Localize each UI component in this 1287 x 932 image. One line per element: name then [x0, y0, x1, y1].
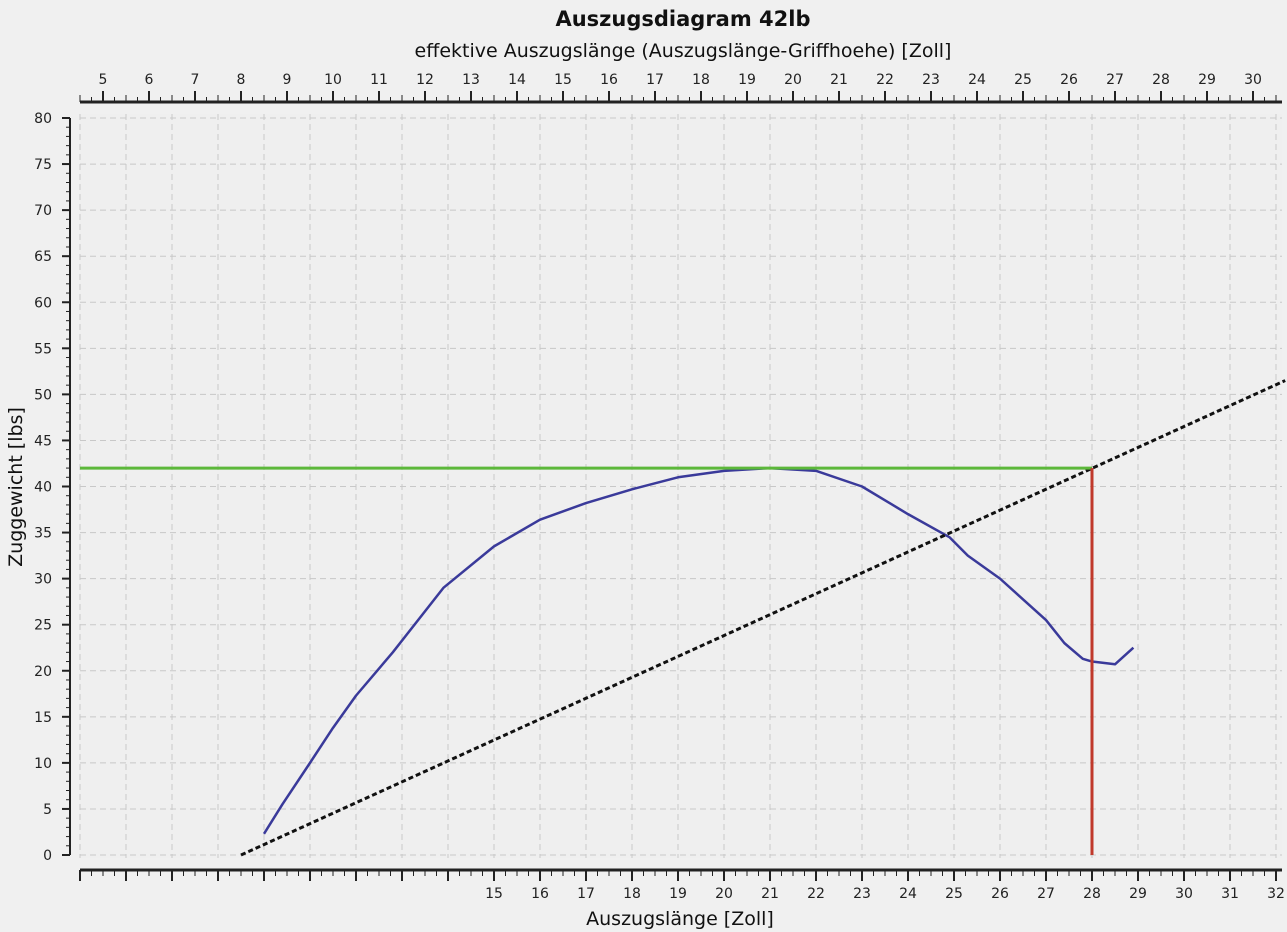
top-tick-label: 17	[646, 72, 664, 88]
y-tick-label: 15	[34, 710, 52, 726]
x-tick-label: 24	[899, 886, 917, 902]
top-tick-label: 15	[554, 72, 572, 88]
series	[80, 379, 1286, 857]
stored-energy-reference-line	[240, 379, 1286, 857]
x-tick-label: 20	[715, 886, 733, 902]
y-axis-label: Zuggewicht [lbs]	[5, 407, 27, 567]
top-tick-label: 23	[922, 72, 940, 88]
top-tick-label: 18	[692, 72, 710, 88]
x-tick-label: 27	[1037, 886, 1055, 902]
x-tick-label: 30	[1175, 886, 1193, 902]
x-tick-label: 19	[669, 886, 687, 902]
x-tick-label: 21	[761, 886, 779, 902]
top-tick-label: 27	[1106, 72, 1124, 88]
x-tick-label: 15	[485, 886, 503, 902]
x-tick-label: 28	[1083, 886, 1101, 902]
top-tick-label: 30	[1244, 72, 1262, 88]
y-tick-label: 35	[34, 526, 52, 542]
top-tick-label: 14	[508, 72, 526, 88]
top-tick-label: 26	[1060, 72, 1078, 88]
top-axis-label: effektive Auszugslänge (Auszugslänge-Gri…	[415, 40, 952, 62]
top-tick-label: 7	[191, 72, 200, 88]
y-tick-label: 50	[34, 387, 52, 403]
y-tick-label: 10	[34, 756, 52, 772]
x-tick-label: 17	[577, 886, 595, 902]
y-tick-label: 5	[43, 802, 52, 818]
y-tick-label: 40	[34, 480, 52, 496]
x-tick-label: 23	[853, 886, 871, 902]
top-tick-label: 11	[370, 72, 388, 88]
x-tick-label: 31	[1221, 886, 1239, 902]
top-tick-label: 25	[1014, 72, 1032, 88]
top-tick-label: 10	[324, 72, 342, 88]
x-tick-label: 16	[531, 886, 549, 902]
x-tick-label: 18	[623, 886, 641, 902]
chart-title: Auszugsdiagram 42lb	[555, 7, 810, 31]
top-tick-label: 6	[145, 72, 154, 88]
y-tick-label: 0	[43, 848, 52, 864]
top-tick-label: 8	[237, 72, 246, 88]
y-tick-label: 45	[34, 433, 52, 449]
grid	[79, 114, 1282, 858]
y-tick-label: 55	[34, 341, 52, 357]
x-axis-label: Auszugslänge [Zoll]	[586, 908, 774, 930]
y-tick-label: 70	[34, 203, 52, 219]
y-tick-label: 80	[34, 111, 52, 127]
y-tick-label: 65	[34, 249, 52, 265]
top-tick-label: 28	[1152, 72, 1170, 88]
x-tick-label: 26	[991, 886, 1009, 902]
top-tick-label: 22	[876, 72, 894, 88]
y-tick-label: 75	[34, 157, 52, 173]
top-tick-label: 5	[99, 72, 108, 88]
top-tick-label: 20	[784, 72, 802, 88]
top-tick-label: 13	[462, 72, 480, 88]
x-tick-label: 29	[1129, 886, 1147, 902]
top-tick-label: 16	[600, 72, 618, 88]
y-tick-label: 25	[34, 618, 52, 634]
top-tick-label: 24	[968, 72, 986, 88]
y-tick-label: 60	[34, 295, 52, 311]
top-tick-label: 12	[416, 72, 434, 88]
x-tick-label: 32	[1267, 886, 1285, 902]
top-tick-label: 29	[1198, 72, 1216, 88]
x-tick-label: 25	[945, 886, 963, 902]
y-tick-label: 30	[34, 572, 52, 588]
top-tick-label: 9	[283, 72, 292, 88]
top-tick-label: 19	[738, 72, 756, 88]
top-tick-label: 21	[830, 72, 848, 88]
y-tick-label: 20	[34, 664, 52, 680]
x-tick-label: 22	[807, 886, 825, 902]
